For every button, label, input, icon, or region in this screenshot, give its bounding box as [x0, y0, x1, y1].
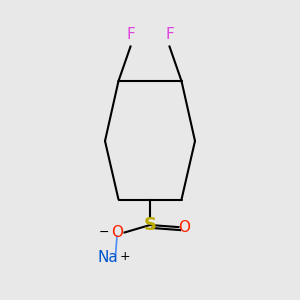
Text: O: O	[111, 225, 123, 240]
Text: +: +	[119, 250, 130, 263]
Text: S: S	[143, 216, 157, 234]
Text: O: O	[178, 220, 190, 235]
Text: F: F	[126, 27, 135, 42]
Text: F: F	[165, 27, 174, 42]
Text: −: −	[98, 226, 109, 239]
Text: Na: Na	[98, 250, 118, 266]
